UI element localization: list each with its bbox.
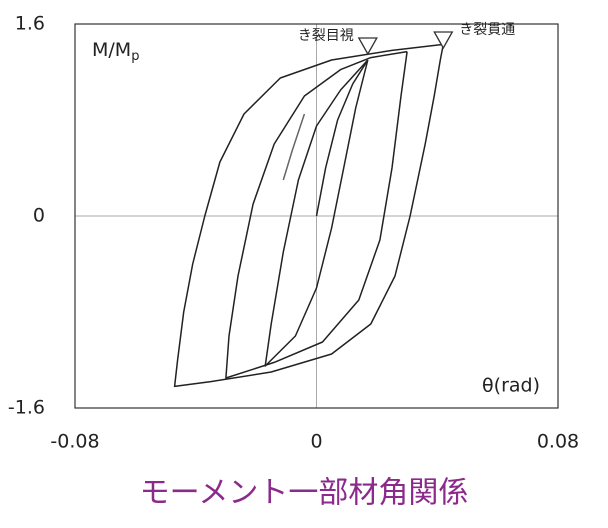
- x-tick-label: -0.08: [50, 431, 99, 453]
- annotation-marker: [357, 37, 378, 56]
- y-axis-label-sub: p: [131, 49, 139, 64]
- hysteresis-curve: [264, 59, 369, 367]
- y-tick-label: 1.6: [15, 13, 45, 35]
- x-tick-label: 0: [310, 431, 322, 453]
- x-tick-label: 0.08: [537, 431, 579, 453]
- y-tick-label: 0: [33, 205, 45, 227]
- x-axis-label: θ(rad): [482, 375, 540, 397]
- caption: モーメント一部材角関係: [140, 476, 469, 511]
- plot-frame: [74, 23, 559, 409]
- hysteresis-curve: [173, 43, 445, 388]
- hysteresis-curve: [282, 113, 306, 181]
- hysteresis-curve: [315, 59, 369, 217]
- annotation-text: き裂貫通: [459, 22, 515, 38]
- y-tick-label: -1.6: [8, 397, 45, 419]
- hysteresis-curve: [225, 50, 408, 379]
- annotation-marker: [433, 31, 454, 50]
- annotation-text: き裂目視: [298, 28, 354, 44]
- y-axis-label-main: M/M: [92, 39, 131, 61]
- y-axis-label: M/Mp: [92, 39, 139, 64]
